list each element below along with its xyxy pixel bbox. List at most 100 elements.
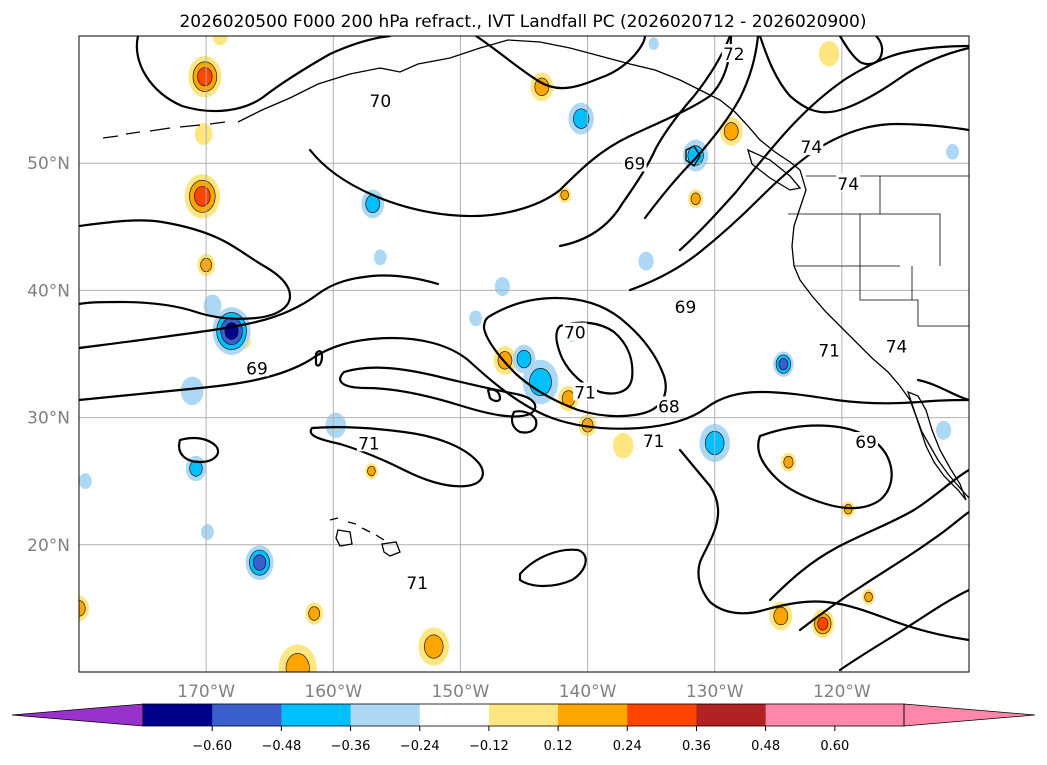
contour-label-bg	[854, 432, 879, 451]
colorbar-segment	[143, 704, 213, 726]
contour-label: 74	[801, 138, 823, 158]
latitude-labels: 50°N 40°N 30°N 20°N	[27, 154, 70, 556]
colorbar-segment	[350, 704, 421, 726]
negative-anomaly-fill	[648, 37, 659, 51]
colorbar-segment	[212, 704, 282, 726]
contour-line	[643, 36, 760, 220]
negative-anomaly-fill	[253, 554, 267, 571]
colorbar-tick-label: 0.36	[682, 739, 711, 754]
longitude-labels: 170°W 160°W 150°W 140°W 130°W 120°W	[177, 682, 871, 702]
contour-label-bg	[673, 297, 698, 316]
colorbar-outline	[142, 703, 905, 727]
contour-label: 69	[246, 359, 268, 379]
longitude-tick-label: 150°W	[432, 682, 490, 702]
colorbar-tick-label: −0.60	[192, 739, 232, 754]
negative-anomaly-fill	[201, 524, 214, 540]
contour-line	[758, 36, 969, 114]
contour-labels: 72 74 74 74 70 69 69 70 69 71 68 71 71 71 69 71	[245, 44, 909, 594]
negative-anomaly-fill	[935, 420, 952, 440]
colorbar-tick-label: −0.12	[469, 739, 509, 754]
contour-label-bg	[356, 433, 381, 452]
contour-label: 71	[818, 341, 840, 361]
positive-anomaly-fill	[864, 591, 873, 603]
contour-lines	[79, 36, 969, 672]
positive-anomaly-fill	[817, 616, 829, 631]
contour-label-bg	[405, 573, 430, 592]
aleutian-islands	[102, 121, 226, 139]
contour-line	[916, 378, 969, 402]
negative-anomaly-fill	[79, 473, 92, 490]
contour-line	[309, 426, 484, 488]
contour-label: 74	[886, 338, 908, 358]
contour-line	[678, 44, 969, 252]
contour-label-bg	[622, 153, 647, 172]
longitude-tick-label: 140°W	[559, 682, 617, 702]
colorbar-segment	[696, 704, 767, 726]
colorbar-segment	[281, 704, 352, 726]
colorbar-tick-label: 0.48	[751, 739, 780, 754]
colorbar-tick-label: 0.12	[544, 739, 573, 754]
colorbar-segment	[627, 704, 697, 726]
contour-label-bg	[884, 336, 909, 355]
negative-anomaly-fill	[203, 294, 222, 317]
positive-anomaly-fill	[773, 606, 789, 626]
political-borders	[788, 175, 969, 327]
negative-anomaly-fill	[180, 376, 204, 406]
colorbar-extend-min	[11, 703, 144, 727]
contour-line	[510, 410, 538, 434]
positive-anomaly-fill	[612, 432, 634, 459]
contour-line	[474, 36, 647, 90]
colorbar-tick-label: 0.24	[613, 739, 642, 754]
longitude-tick-label: 170°W	[177, 682, 235, 702]
contour-label-bg	[799, 136, 824, 155]
contour-label: 74	[837, 175, 859, 195]
colorbar-tick-label: −0.24	[400, 739, 440, 754]
west-coast	[791, 169, 969, 499]
negative-anomaly-fill	[778, 358, 789, 371]
chart-title: 2026020500 F000 200 hPa refract., IVT La…	[179, 12, 866, 32]
contour-label: 69	[855, 433, 877, 453]
contour-label: 69	[675, 298, 697, 318]
positive-anomaly-fill	[783, 455, 794, 469]
contour-label-bg	[562, 322, 587, 341]
contour-label: 71	[643, 432, 665, 452]
colorbar-segment	[765, 704, 836, 726]
contour-line	[482, 296, 667, 418]
contour-line	[555, 321, 634, 395]
contour-label: 71	[358, 434, 380, 454]
contour-label-bg	[245, 358, 269, 377]
negative-anomaly-fill	[638, 251, 654, 271]
contour-line	[79, 219, 292, 320]
contour-line	[135, 36, 392, 113]
latitude-tick-label: 40°N	[27, 281, 70, 301]
gridlines	[79, 36, 969, 672]
contour-label: 69	[624, 154, 646, 174]
hawaiian-islands	[329, 517, 401, 557]
coastlines	[102, 39, 969, 557]
colorbar-tick-label: −0.36	[331, 739, 371, 754]
contour-line	[178, 436, 220, 464]
contour-line	[628, 122, 969, 292]
vancouver-island	[746, 148, 802, 191]
longitude-tick-label: 120°W	[813, 682, 871, 702]
positive-anomaly-fill	[818, 41, 840, 67]
contour-label: 70	[370, 92, 392, 112]
contour-line	[314, 350, 324, 367]
contour-label-bg	[817, 340, 842, 359]
anomaly-layer	[79, 36, 959, 672]
positive-anomaly-fill	[308, 606, 321, 621]
positive-anomaly-fill	[690, 192, 701, 206]
contour-line	[678, 448, 969, 642]
positive-anomaly-fill	[285, 653, 310, 672]
negative-anomaly-fill	[189, 460, 203, 477]
contour-line	[518, 548, 587, 588]
contour-line	[838, 36, 884, 66]
negative-anomaly-fill	[516, 349, 532, 369]
negative-anomaly-fill	[573, 108, 590, 129]
contour-line	[486, 388, 502, 403]
negative-anomaly-fill	[469, 310, 483, 327]
colorbar-tick-label: 0.60	[820, 739, 849, 754]
contour-line	[79, 274, 440, 350]
positive-anomaly-fill	[560, 189, 569, 201]
